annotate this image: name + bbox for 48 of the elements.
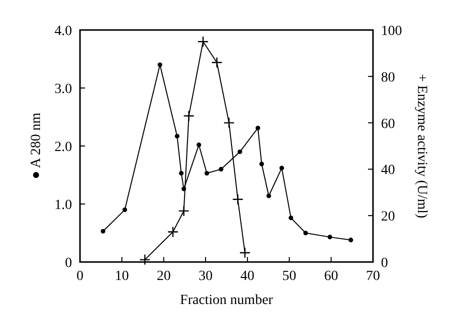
x-tick-label: 70 <box>366 269 380 284</box>
point <box>174 134 180 138</box>
y2-tick-label: 40 <box>381 163 395 178</box>
point <box>238 150 242 154</box>
x-tick-label: 40 <box>240 269 254 284</box>
point <box>259 162 264 166</box>
y2-tick-label: 80 <box>381 70 395 86</box>
x-tick-label: 30 <box>198 269 213 284</box>
y2-tick-label: 100 <box>381 24 402 39</box>
point <box>139 254 150 266</box>
y-tick-label: 0 <box>65 256 72 271</box>
point <box>348 238 354 242</box>
x-tick-label: 20 <box>156 269 171 284</box>
point <box>232 194 244 205</box>
point <box>328 234 332 240</box>
point <box>158 62 162 68</box>
point <box>288 216 294 220</box>
x-tick-label: 0 <box>76 269 84 284</box>
x-tick-label: 60 <box>324 269 338 284</box>
point <box>178 170 184 176</box>
point <box>239 247 251 258</box>
y2-tick-label: 20 <box>381 210 395 225</box>
x-tick-label: 10 <box>114 269 129 284</box>
point <box>167 226 179 238</box>
y-axis-title: ● A 280 nm <box>29 112 44 180</box>
y-tick-label: 4.0 <box>54 24 72 39</box>
point <box>183 110 194 122</box>
x-axis-title: Fraction number <box>180 293 274 308</box>
y-tick-label: 1.0 <box>54 198 72 213</box>
point <box>197 36 209 48</box>
y2-axis-title: + Enzyme activity (U/ml) <box>414 74 429 219</box>
point <box>178 205 190 217</box>
point <box>204 170 210 176</box>
point <box>303 230 308 236</box>
point <box>100 228 106 234</box>
y-tick-label: 3.0 <box>54 82 72 97</box>
point <box>196 142 202 148</box>
y2-tick-label: 0 <box>381 256 388 271</box>
point <box>211 56 222 68</box>
point <box>266 194 272 198</box>
x-tick-label: 50 <box>282 269 296 284</box>
point <box>223 117 235 128</box>
point <box>279 166 284 170</box>
point <box>122 208 128 212</box>
y2-tick-label: 60 <box>381 116 395 132</box>
y-tick-label: 2.0 <box>54 140 72 155</box>
point <box>218 166 224 172</box>
point <box>256 126 260 130</box>
